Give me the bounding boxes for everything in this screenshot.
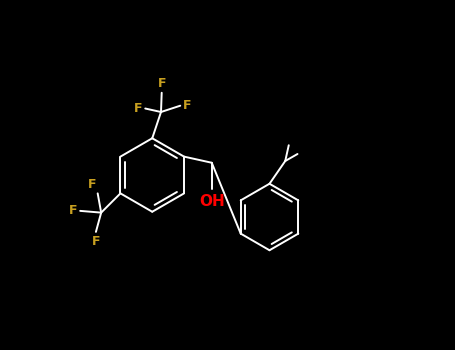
Text: F: F [69,204,77,217]
Text: F: F [87,177,96,190]
Text: F: F [91,234,100,248]
Text: F: F [157,77,166,90]
Text: OH: OH [199,194,225,209]
Text: F: F [134,102,142,115]
Text: F: F [183,99,192,112]
